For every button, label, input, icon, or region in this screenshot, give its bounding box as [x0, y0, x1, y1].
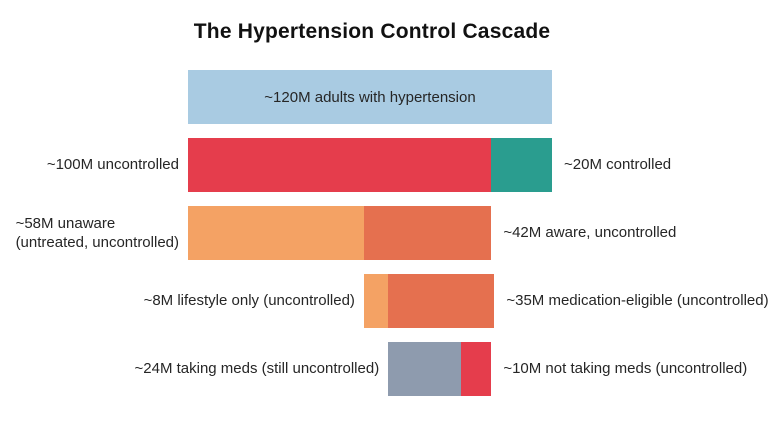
- row-label-right-taking-meds-vs-not: ~10M not taking meds (uncontrolled): [503, 360, 748, 378]
- row-label-left-lifestyle-vs-medication-eligible: ~8M lifestyle only (uncontrolled): [143, 292, 355, 310]
- bar-segment-taking-meds-vs-not-1: [388, 342, 461, 396]
- bar-segment-adults-with-hypertension-1: ~120M adults with hypertension: [188, 70, 552, 124]
- bar-segment-uncontrolled-vs-controlled-2: [491, 138, 552, 192]
- bar-segment-lifestyle-vs-medication-eligible-2: [388, 274, 495, 328]
- bar-segment-taking-meds-vs-not-2: [461, 342, 492, 396]
- bar-segment-unaware-vs-aware-2: [363, 206, 492, 260]
- row-label-left-uncontrolled-vs-controlled: ~100M uncontrolled: [46, 156, 179, 174]
- chart-title: The Hypertension Control Cascade: [193, 20, 551, 43]
- bar-segment-uncontrolled-vs-controlled-1: [188, 138, 492, 192]
- row-label-right-uncontrolled-vs-controlled: ~20M controlled: [564, 156, 672, 174]
- bar-segment-lifestyle-vs-medication-eligible-1: [363, 274, 389, 328]
- row-label-left-unaware-vs-aware: ~58M unaware (untreated, uncontrolled): [15, 214, 179, 252]
- bar-segment-unaware-vs-aware-1: [188, 206, 364, 260]
- row-label-right-unaware-vs-aware: ~42M aware, uncontrolled: [503, 224, 677, 242]
- row-label-right-lifestyle-vs-medication-eligible: ~35M medication-eligible (uncontrolled): [506, 292, 769, 310]
- row-label-left-taking-meds-vs-not: ~24M taking meds (still uncontrolled): [134, 360, 380, 378]
